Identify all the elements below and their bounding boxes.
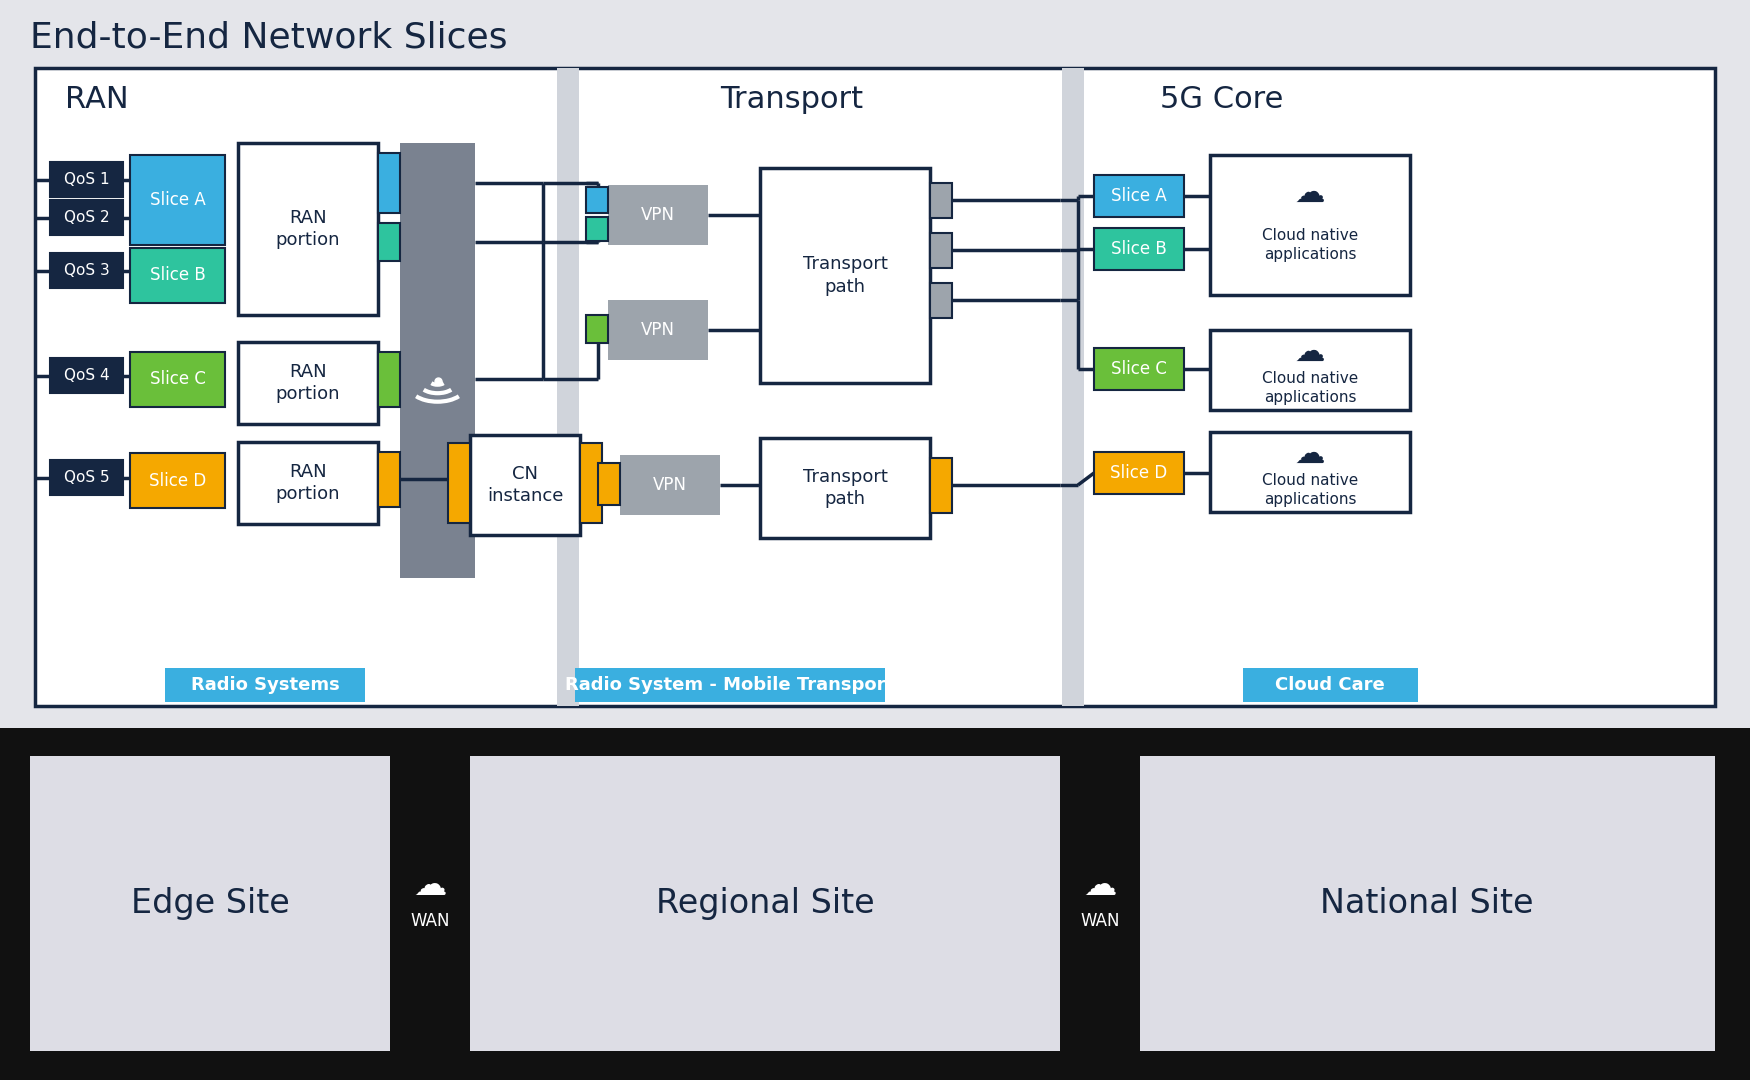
FancyBboxPatch shape [579,443,602,523]
FancyBboxPatch shape [238,342,378,424]
FancyBboxPatch shape [1094,175,1185,217]
FancyBboxPatch shape [130,453,226,508]
FancyBboxPatch shape [130,248,226,303]
Text: Edge Site: Edge Site [131,887,289,920]
FancyBboxPatch shape [1209,330,1411,410]
Text: Cloud Care: Cloud Care [1276,676,1384,694]
Text: WAN: WAN [1080,913,1120,931]
FancyBboxPatch shape [390,756,471,1051]
Text: Slice D: Slice D [1111,464,1167,482]
FancyBboxPatch shape [378,153,401,213]
FancyBboxPatch shape [576,669,886,702]
FancyBboxPatch shape [30,756,390,1051]
FancyBboxPatch shape [598,463,619,505]
FancyBboxPatch shape [586,217,607,241]
FancyBboxPatch shape [929,233,952,268]
FancyBboxPatch shape [0,0,1750,730]
FancyBboxPatch shape [1209,432,1411,512]
Text: CN
instance: CN instance [487,464,564,505]
FancyBboxPatch shape [1094,453,1185,494]
Text: Transport: Transport [719,85,863,114]
Text: VPN: VPN [640,206,676,224]
FancyBboxPatch shape [401,143,474,578]
Text: Slice A: Slice A [150,191,205,210]
Text: RAN
portion: RAN portion [276,363,340,403]
FancyBboxPatch shape [51,253,123,288]
FancyBboxPatch shape [448,443,471,523]
Text: QoS 3: QoS 3 [63,264,108,278]
Text: VPN: VPN [653,476,688,494]
FancyBboxPatch shape [1062,68,1083,706]
Text: Slice C: Slice C [149,370,205,389]
FancyBboxPatch shape [238,143,378,315]
FancyBboxPatch shape [929,458,952,513]
Text: Transport
path: Transport path [803,468,887,508]
Text: Transport
path: Transport path [803,255,887,296]
FancyBboxPatch shape [51,460,123,495]
Text: National Site: National Site [1320,887,1533,920]
Text: Radio System - Mobile Transport: Radio System - Mobile Transport [565,676,894,694]
FancyBboxPatch shape [1060,756,1139,1051]
FancyBboxPatch shape [164,669,366,702]
FancyBboxPatch shape [471,756,1060,1051]
FancyBboxPatch shape [586,187,607,213]
Text: 5G Core: 5G Core [1160,85,1283,114]
Text: ☁: ☁ [413,869,446,902]
Text: ☁: ☁ [1295,440,1325,469]
FancyBboxPatch shape [760,438,929,538]
FancyBboxPatch shape [35,68,1715,706]
FancyBboxPatch shape [1094,348,1185,390]
FancyBboxPatch shape [1242,669,1418,702]
Text: End-to-End Network Slices: End-to-End Network Slices [30,21,507,55]
Text: Cloud native
applications: Cloud native applications [1262,473,1358,508]
FancyBboxPatch shape [1209,156,1411,295]
Text: RAN
portion: RAN portion [276,463,340,503]
Text: Cloud native
applications: Cloud native applications [1262,228,1358,262]
FancyBboxPatch shape [760,168,929,383]
FancyBboxPatch shape [51,357,123,393]
Text: ☁: ☁ [1295,337,1325,366]
FancyBboxPatch shape [378,453,401,507]
Text: Slice A: Slice A [1111,187,1167,205]
FancyBboxPatch shape [586,315,607,343]
FancyBboxPatch shape [929,183,952,218]
Text: Regional Site: Regional Site [656,887,875,920]
Text: WAN: WAN [410,913,450,931]
Text: RAN
portion: RAN portion [276,208,340,249]
Text: Slice D: Slice D [149,472,206,489]
Text: Slice B: Slice B [1111,240,1167,258]
Text: QoS 1: QoS 1 [63,172,108,187]
FancyBboxPatch shape [0,730,1750,1080]
Text: ☁: ☁ [1295,178,1325,207]
Text: Slice C: Slice C [1111,360,1167,378]
FancyBboxPatch shape [607,300,709,360]
FancyBboxPatch shape [0,728,1750,756]
Text: ☁: ☁ [1083,869,1116,902]
FancyBboxPatch shape [471,435,579,535]
Text: RAN: RAN [65,85,130,114]
FancyBboxPatch shape [238,442,378,524]
FancyBboxPatch shape [378,352,401,407]
FancyBboxPatch shape [929,283,952,318]
FancyBboxPatch shape [607,185,709,245]
FancyBboxPatch shape [1139,756,1715,1051]
FancyBboxPatch shape [130,352,226,407]
FancyBboxPatch shape [556,68,579,706]
Text: QoS 5: QoS 5 [63,470,108,485]
Text: Cloud native
applications: Cloud native applications [1262,370,1358,405]
Text: Slice B: Slice B [150,267,205,284]
Text: QoS 4: QoS 4 [63,368,108,383]
FancyBboxPatch shape [378,222,401,261]
FancyBboxPatch shape [51,200,123,235]
Text: VPN: VPN [640,321,676,339]
FancyBboxPatch shape [51,162,123,197]
Text: QoS 2: QoS 2 [63,210,108,225]
FancyBboxPatch shape [130,156,226,245]
FancyBboxPatch shape [620,455,719,515]
FancyBboxPatch shape [1094,228,1185,270]
Text: Radio Systems: Radio Systems [191,676,340,694]
